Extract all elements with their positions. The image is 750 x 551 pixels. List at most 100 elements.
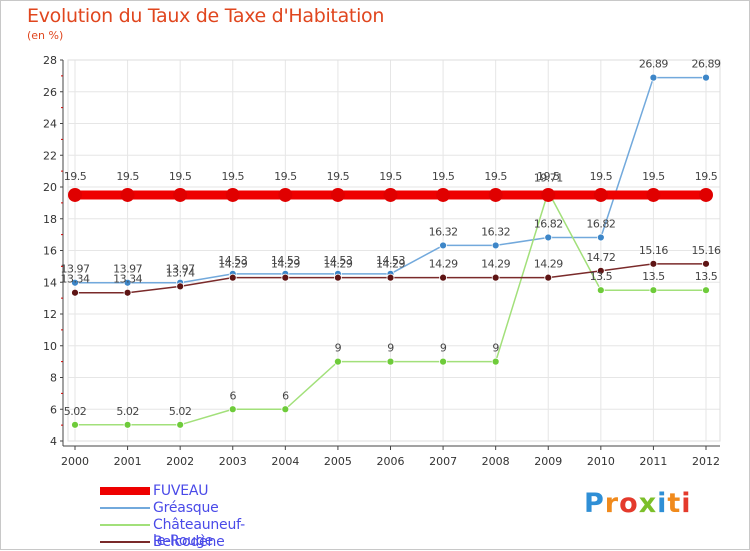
chart-title: Evolution du Taux de Taxe d'Habitation <box>27 5 385 27</box>
logo-letter: P <box>584 488 605 519</box>
data-point <box>646 187 661 202</box>
logo-letter: r <box>604 488 620 519</box>
plot-border <box>67 59 721 442</box>
data-point <box>123 420 132 429</box>
data-point <box>544 273 553 282</box>
data-label: 19.71 <box>534 172 563 185</box>
data-label: 13.5 <box>642 270 665 283</box>
logo-letter: t <box>667 488 682 519</box>
data-label: 9 <box>335 342 342 355</box>
logo-letter: i <box>681 488 692 519</box>
legend-label: Châteauneuf-le-Rouge <box>153 517 245 549</box>
data-label: 19.5 <box>64 170 87 183</box>
data-point <box>225 187 240 202</box>
data-point <box>334 357 342 366</box>
data-label: 14.29 <box>481 258 510 271</box>
data-label: 16.32 <box>481 225 510 238</box>
legend-label: Belcodène <box>153 534 225 550</box>
data-label: 9 <box>492 342 499 355</box>
y-tick-label: 28 <box>43 54 57 67</box>
data-point <box>71 420 79 429</box>
data-label: 19.5 <box>169 170 192 183</box>
data-label: 14.29 <box>534 258 563 271</box>
legend-swatch <box>100 524 150 526</box>
data-label: 26.89 <box>692 58 721 71</box>
data-label: 5.02 <box>169 405 192 418</box>
data-label: 13.74 <box>166 266 195 279</box>
data-point <box>386 357 395 366</box>
data-point <box>699 187 713 202</box>
data-point <box>596 286 605 295</box>
data-point <box>383 187 398 202</box>
x-tick-label: 2005 <box>324 455 352 468</box>
x-tick-label: 2000 <box>61 455 89 468</box>
data-point <box>123 278 132 287</box>
data-label: 13.34 <box>113 273 142 286</box>
legend-label: FUVEAU <box>153 483 209 499</box>
data-label: 19.5 <box>590 170 613 183</box>
legend-swatch <box>100 487 150 495</box>
x-tick-label: 2002 <box>166 455 194 468</box>
data-point <box>68 187 82 202</box>
data-point <box>334 273 342 282</box>
data-label: 19.5 <box>274 170 297 183</box>
data-label: 26.89 <box>639 58 668 71</box>
data-label: 14.53 <box>271 254 300 267</box>
series-0 <box>68 187 713 202</box>
data-point <box>702 286 710 295</box>
data-label: 9 <box>387 342 394 355</box>
data-point <box>228 405 237 414</box>
data-point <box>702 73 710 82</box>
data-label: 14.29 <box>271 258 300 271</box>
data-label: 16.82 <box>586 217 615 230</box>
x-tick-label: 2009 <box>534 455 562 468</box>
data-label: 14.53 <box>218 254 247 267</box>
y-axis-unit-label: (en %) <box>27 29 64 42</box>
data-label: 13.97 <box>61 263 90 276</box>
y-tick-label: 24 <box>43 118 57 131</box>
y-tick-label: 18 <box>43 213 57 226</box>
y-tick-label: 22 <box>43 149 57 162</box>
data-point <box>330 187 345 202</box>
data-point <box>439 241 447 250</box>
data-label: 13.5 <box>695 270 718 283</box>
data-point <box>491 357 500 366</box>
x-tick-label: 2006 <box>377 455 405 468</box>
data-point <box>176 282 185 291</box>
data-point <box>436 187 451 202</box>
y-tick-label: 6 <box>50 403 57 416</box>
data-label: 19.5 <box>484 170 507 183</box>
x-tick-label: 2011 <box>639 455 667 468</box>
y-tick-label: 10 <box>43 340 57 353</box>
x-tick-label: 2008 <box>482 455 510 468</box>
y-tick-label: 26 <box>43 86 57 99</box>
data-label: 6 <box>282 389 289 402</box>
data-label: 19.5 <box>116 170 139 183</box>
legend-swatch <box>100 507 150 509</box>
data-label: 19.5 <box>432 170 455 183</box>
data-label: 14.53 <box>323 254 352 267</box>
data-point <box>176 420 185 429</box>
data-point <box>488 187 503 202</box>
data-point <box>491 241 500 250</box>
x-tick-label: 2007 <box>429 455 457 468</box>
data-label: 19.5 <box>379 170 402 183</box>
legend-swatch <box>100 541 150 543</box>
data-point <box>173 187 188 202</box>
logo-letter: o <box>619 488 639 519</box>
data-label: 14.53 <box>376 254 405 267</box>
data-label: 19.5 <box>222 170 245 183</box>
data-label: 16.82 <box>534 217 563 230</box>
y-tick-label: 16 <box>43 245 57 258</box>
data-point <box>281 273 290 282</box>
data-point <box>228 273 237 282</box>
data-label: 19.5 <box>642 170 665 183</box>
data-label: 19.5 <box>695 170 718 183</box>
data-label: 5.02 <box>64 405 87 418</box>
data-label: 16.32 <box>429 225 458 238</box>
x-tick-label: 2012 <box>692 455 720 468</box>
data-point <box>544 233 553 242</box>
data-point <box>281 405 290 414</box>
data-label: 14.29 <box>218 258 247 271</box>
data-point <box>71 288 79 297</box>
